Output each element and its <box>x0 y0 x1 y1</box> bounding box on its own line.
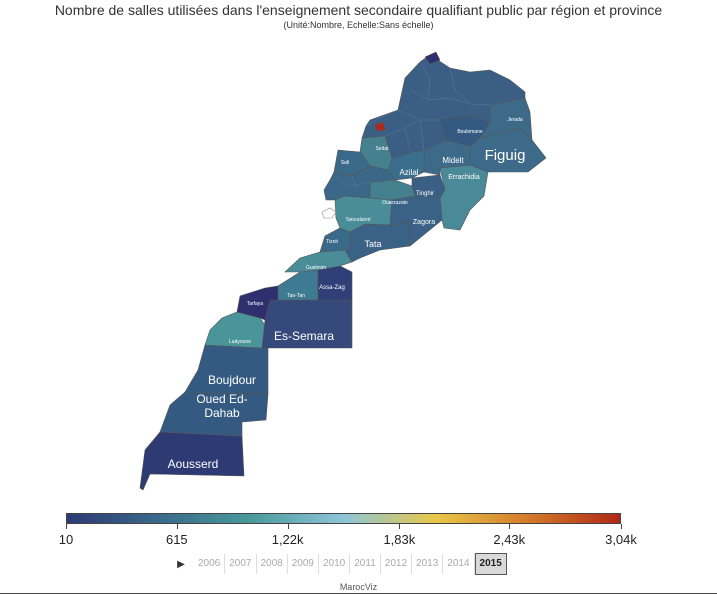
year-2013[interactable]: 2013 <box>412 554 444 574</box>
legend-tick-label: 3,04k <box>605 532 637 547</box>
year-2010[interactable]: 2010 <box>319 554 351 574</box>
label-zagora: Zagora <box>413 219 435 226</box>
legend-tick-label: 615 <box>165 532 188 547</box>
bottom-divider <box>0 593 717 594</box>
label-settat: Settat <box>375 146 389 152</box>
year-2012[interactable]: 2012 <box>381 554 413 574</box>
label-safi: Safi <box>341 160 350 166</box>
label-errachidia: Errachidia <box>448 174 480 181</box>
province-north-tip[interactable] <box>424 51 441 65</box>
label-azilal: Azilal <box>399 168 418 177</box>
label-es-semara: Es-Semara <box>274 329 334 343</box>
label-figuig: Figuig <box>485 147 526 164</box>
label-ouarzazate: Ouarzazate <box>382 200 408 206</box>
label-boulemane: Boulemane <box>457 129 483 135</box>
label-oued-ed-dahab-1: Oued Ed- <box>196 392 247 406</box>
province-oued-ed-dahab[interactable] <box>159 391 269 437</box>
color-scale-legend <box>66 513 621 524</box>
label-tiznit: Tiznit <box>326 239 338 245</box>
morocco-choropleth-map: Figuig Es-Semara Boujdour Oued Ed- Dahab… <box>139 51 547 491</box>
legend-tick-mark <box>399 524 401 529</box>
legend-tick-mark <box>287 524 289 529</box>
legend-tick-label: 2,43k <box>493 532 526 547</box>
legend-tick-label: 1,83k <box>383 532 416 547</box>
province-assa-zag[interactable] <box>317 265 353 301</box>
label-boujdour: Boujdour <box>208 373 256 387</box>
year-2011[interactable]: 2011 <box>350 554 381 574</box>
label-tan-tan: Tan-Tan <box>287 293 305 299</box>
map-title: Nombre de salles utilisées dans l'enseig… <box>54 2 663 18</box>
year-2015[interactable]: 2015 <box>474 553 507 575</box>
province-agadir-white[interactable] <box>321 207 337 219</box>
label-oued-ed-dahab-2: Dahab <box>204 406 240 420</box>
legend-tick-label: 1,22k <box>271 532 304 547</box>
legend-tick-mark <box>176 524 178 529</box>
legend-tick-mark <box>66 524 67 529</box>
internal-borders <box>337 61 491 189</box>
province-ouarzazate[interactable] <box>369 179 416 201</box>
legend-tick-mark <box>621 524 622 529</box>
year-2008[interactable]: 2008 <box>257 554 288 574</box>
year-2007[interactable]: 2007 <box>225 554 257 574</box>
label-midelt: Midelt <box>442 156 464 165</box>
year-timeline: ▶ 2006 2007 2008 2009 2010 2011 2012 2013 2014 20… <box>168 553 507 575</box>
source-credit: MarocViz <box>339 582 378 592</box>
label-tarfaya: Tarfaya <box>247 301 264 307</box>
label-taroudannt: Taroudannt <box>345 217 371 223</box>
label-aousserd: Aousserd <box>168 457 219 471</box>
province-casablanca-highlight[interactable] <box>374 121 386 132</box>
label-jerada: Jerada <box>507 117 523 123</box>
label-tata: Tata <box>364 239 381 249</box>
year-2009[interactable]: 2009 <box>288 554 319 574</box>
legend-tick-label: 10 <box>58 532 74 547</box>
year-2006[interactable]: 2006 <box>194 554 226 574</box>
province-labels: Figuig Es-Semara Boujdour Oued Ed- Dahab… <box>168 117 526 471</box>
label-guelmim: Guelmim <box>306 265 326 271</box>
province-jerada[interactable] <box>479 97 533 141</box>
map-subtitle: (Unité:Nombre, Echelle:Sans échelle) <box>283 20 434 30</box>
label-tinghir: Tinghir <box>416 191 434 197</box>
northern-provinces-west[interactable] <box>323 165 396 201</box>
label-assa-zag: Assa-Zag <box>319 285 345 291</box>
label-laayoune: Laâyoune <box>229 339 251 345</box>
play-icon[interactable]: ▶ <box>177 558 185 570</box>
legend-tick-mark <box>509 524 511 529</box>
year-2014[interactable]: 2014 <box>443 554 475 574</box>
